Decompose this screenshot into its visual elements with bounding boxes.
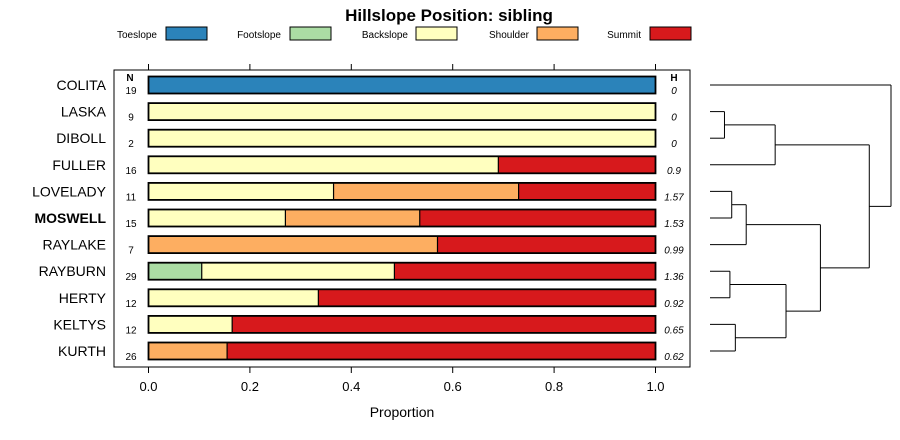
legend-swatch-shoulder: [536, 26, 579, 41]
row-label-colita: COLITA: [56, 77, 106, 93]
x-tick-label-3: 0.6: [444, 379, 462, 394]
h-header: H: [670, 73, 677, 84]
row-label-moswell: MOSWELL: [34, 210, 106, 226]
dendrogram: [710, 84, 892, 352]
x-tick-label-0: 0.0: [139, 379, 157, 394]
row-h-herty: 0.92: [664, 299, 684, 310]
x-tick-label-1: 0.2: [241, 379, 259, 394]
legend-label-backslope: Backslope: [362, 30, 409, 41]
bar-rayburn-backslope: [201, 262, 395, 280]
legend-swatch-summit: [649, 26, 692, 41]
row-n-moswell: 15: [125, 219, 137, 230]
bar-keltys-summit: [232, 315, 656, 333]
row-label-laska: LASKA: [61, 104, 107, 120]
row-label-raylake: RAYLAKE: [42, 237, 106, 253]
legend-swatch-backslope: [415, 26, 458, 41]
row-n-herty: 12: [125, 299, 137, 310]
row-h-kurth: 0.62: [664, 352, 684, 363]
row-n-keltys: 12: [125, 325, 137, 336]
bar-raylake-summit: [437, 236, 656, 254]
bar-rayburn-footslope: [148, 262, 202, 280]
bar-keltys-backslope: [148, 315, 233, 333]
row-n-raylake: 7: [128, 246, 134, 257]
legend-swatch-footslope: [289, 26, 332, 41]
plot-area: 0.0 0.2 0.4 0.6 0.8 1.0 N H COLITA 19 0 LASKA 9 0 DIBO…: [32, 64, 691, 394]
bar-raylake-shoulder: [148, 236, 438, 254]
bar-outline-raylake: [147, 235, 657, 255]
row-label-diboll: DIBOLL: [56, 130, 106, 146]
row-label-keltys: KELTYS: [53, 316, 106, 332]
bar-kurth-shoulder: [148, 342, 228, 360]
bar-outline-colita: [147, 75, 657, 95]
legend-label-footslope: Footslope: [237, 30, 281, 41]
row-h-moswell: 1.53: [664, 219, 684, 230]
bar-outline-moswell: [147, 208, 657, 228]
bar-laska-backslope: [148, 103, 656, 121]
legend-label-toeslope: Toeslope: [117, 30, 157, 41]
x-tick-label-4: 0.8: [545, 379, 563, 394]
row-label-kurth: KURTH: [58, 343, 106, 359]
bar-lovelady-backslope: [148, 182, 334, 200]
bar-outline-kurth: [147, 341, 657, 361]
bar-outline-fuller: [147, 155, 657, 175]
legend-label-shoulder: Shoulder: [489, 30, 530, 41]
row-n-fuller: 16: [125, 166, 137, 177]
bar-lovelady-shoulder: [333, 182, 519, 200]
row-label-lovelady: LOVELADY: [32, 183, 107, 199]
row-n-laska: 9: [128, 113, 134, 124]
bar-outline-herty: [147, 288, 657, 308]
legend-swatch-toeslope: [165, 26, 208, 41]
bar-diboll-backslope: [148, 129, 656, 147]
row-h-rayburn: 1.36: [664, 272, 684, 283]
bar-lovelady-summit: [518, 182, 656, 200]
n-header: N: [126, 73, 133, 84]
bar-outline-laska: [147, 102, 657, 121]
bar-outline-rayburn: [147, 261, 657, 281]
row-n-lovelady: 11: [126, 192, 137, 203]
plot-frame: [113, 69, 691, 368]
row-n-diboll: 2: [128, 139, 134, 150]
row-h-lovelady: 1.57: [664, 192, 684, 203]
bar-fuller-backslope: [148, 156, 499, 174]
bar-outline-keltys: [147, 314, 657, 334]
bar-herty-backslope: [148, 289, 319, 307]
row-h-diboll: 0: [671, 139, 677, 150]
bar-rayburn-summit: [394, 262, 656, 280]
row-h-colita: 0: [671, 86, 677, 97]
row-n-colita: 19: [125, 86, 137, 97]
row-h-keltys: 0.65: [664, 325, 684, 336]
bar-colita-toeslope: [148, 76, 656, 94]
x-tick-label-2: 0.4: [342, 379, 360, 394]
row-label-rayburn: RAYBURN: [39, 263, 106, 279]
row-label-fuller: FULLER: [52, 157, 106, 173]
bar-moswell-summit: [419, 209, 656, 227]
x-tick-label-5: 1.0: [646, 379, 664, 394]
x-axis-title: Proportion: [370, 404, 435, 420]
row-h-laska: 0: [671, 113, 677, 124]
bar-outline-diboll: [147, 128, 657, 148]
legend: Toeslope Footslope Backslope Shoulder Summit: [117, 26, 692, 41]
bar-outline-lovelady: [147, 181, 657, 201]
bar-moswell-shoulder: [285, 209, 420, 227]
row-h-raylake: 0.99: [664, 246, 684, 257]
row-label-herty: HERTY: [59, 290, 107, 306]
bar-moswell-backslope: [148, 209, 286, 227]
row-h-fuller: 0.9: [667, 166, 681, 177]
chart-title: Hillslope Position: sibling: [345, 6, 553, 25]
legend-label-summit: Summit: [607, 30, 641, 41]
row-n-kurth: 26: [125, 352, 137, 363]
bar-fuller-summit: [498, 156, 656, 174]
row-n-rayburn: 29: [125, 272, 137, 283]
bar-kurth-summit: [227, 342, 656, 360]
bar-herty-summit: [318, 289, 656, 307]
